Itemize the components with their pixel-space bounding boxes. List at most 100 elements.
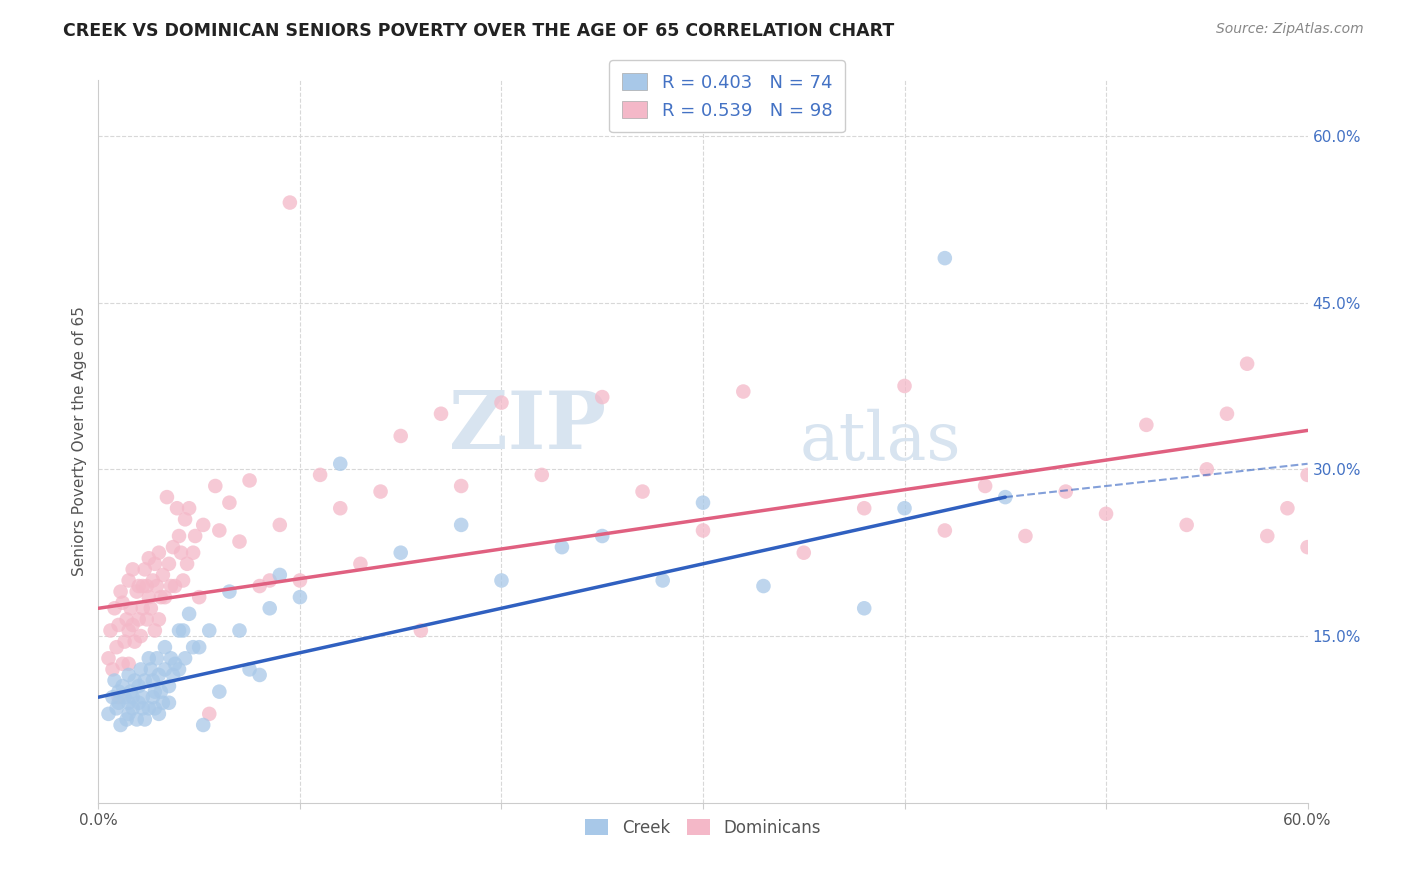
Point xyxy=(1277,501,1299,516)
Point xyxy=(146,579,169,593)
Point xyxy=(153,590,176,604)
Point xyxy=(1256,529,1278,543)
Point xyxy=(152,568,174,582)
Point xyxy=(143,624,166,638)
Point xyxy=(179,607,201,621)
Point xyxy=(1095,507,1118,521)
Point xyxy=(974,479,997,493)
Point xyxy=(288,590,311,604)
Point xyxy=(132,579,155,593)
Point xyxy=(450,517,472,532)
Point xyxy=(184,529,207,543)
Point xyxy=(124,634,146,648)
Point xyxy=(934,524,956,538)
Point xyxy=(309,467,332,482)
Point xyxy=(160,579,183,593)
Point xyxy=(162,540,184,554)
Point xyxy=(591,529,613,543)
Point xyxy=(156,490,179,504)
Point xyxy=(121,562,143,576)
Point xyxy=(208,524,231,538)
Point xyxy=(269,517,291,532)
Point xyxy=(139,601,162,615)
Point xyxy=(148,706,170,721)
Point xyxy=(188,590,211,604)
Point xyxy=(1195,462,1218,476)
Point xyxy=(139,662,162,676)
Point xyxy=(692,496,714,510)
Point xyxy=(110,584,132,599)
Point xyxy=(128,612,150,626)
Point xyxy=(167,529,190,543)
Point xyxy=(128,579,150,593)
Legend: R = 0.403   N = 74, R = 0.539   N = 98: R = 0.403 N = 74, R = 0.539 N = 98 xyxy=(609,61,845,132)
Point xyxy=(157,557,180,571)
Point xyxy=(259,601,281,615)
Point xyxy=(389,546,412,560)
Point xyxy=(491,574,513,588)
Point xyxy=(163,579,186,593)
Point xyxy=(132,601,155,615)
Point xyxy=(288,574,311,588)
Point xyxy=(172,574,194,588)
Point xyxy=(157,696,180,710)
Point xyxy=(143,701,166,715)
Point xyxy=(853,501,876,516)
Point xyxy=(118,657,141,671)
Point xyxy=(134,673,156,688)
Point xyxy=(118,668,141,682)
Point xyxy=(249,668,271,682)
Point xyxy=(105,640,128,655)
Point xyxy=(121,701,143,715)
Point xyxy=(370,484,392,499)
Point xyxy=(148,668,170,682)
Point xyxy=(179,501,201,516)
Point xyxy=(138,701,160,715)
Point xyxy=(329,457,352,471)
Point xyxy=(121,618,143,632)
Point xyxy=(148,546,170,560)
Point xyxy=(132,701,155,715)
Point xyxy=(107,696,129,710)
Point xyxy=(198,706,221,721)
Point xyxy=(110,718,132,732)
Point xyxy=(1175,517,1198,532)
Point xyxy=(146,651,169,665)
Point xyxy=(100,624,122,638)
Point xyxy=(134,562,156,576)
Point xyxy=(107,690,129,705)
Point xyxy=(430,407,453,421)
Point xyxy=(239,662,262,676)
Point xyxy=(103,601,125,615)
Y-axis label: Seniors Poverty Over the Age of 65: Seniors Poverty Over the Age of 65 xyxy=(72,307,87,576)
Point xyxy=(994,490,1017,504)
Point xyxy=(118,706,141,721)
Point xyxy=(105,701,128,715)
Point xyxy=(651,574,673,588)
Point xyxy=(1054,484,1077,499)
Text: CREEK VS DOMINICAN SENIORS POVERTY OVER THE AGE OF 65 CORRELATION CHART: CREEK VS DOMINICAN SENIORS POVERTY OVER … xyxy=(63,22,894,40)
Point xyxy=(551,540,574,554)
Point xyxy=(148,612,170,626)
Point xyxy=(269,568,291,582)
Point xyxy=(181,546,204,560)
Point xyxy=(132,690,155,705)
Point xyxy=(733,384,755,399)
Point xyxy=(124,673,146,688)
Point xyxy=(204,479,226,493)
Point xyxy=(193,718,215,732)
Point xyxy=(1135,417,1157,432)
Point xyxy=(107,618,129,632)
Point xyxy=(218,584,240,599)
Point xyxy=(181,640,204,655)
Point xyxy=(160,651,183,665)
Point xyxy=(128,679,150,693)
Point xyxy=(450,479,472,493)
Point xyxy=(752,579,775,593)
Point xyxy=(101,662,124,676)
Point xyxy=(111,596,134,610)
Point xyxy=(143,684,166,698)
Point xyxy=(149,684,172,698)
Point xyxy=(107,684,129,698)
Point xyxy=(591,390,613,404)
